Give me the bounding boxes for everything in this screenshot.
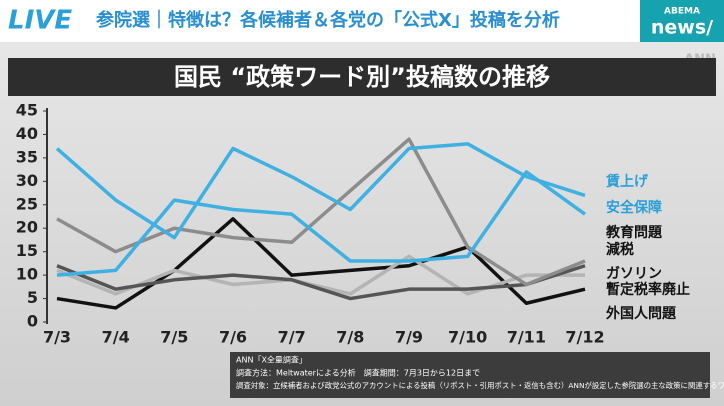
logo-bottom: news/	[651, 17, 713, 39]
logo-box	[640, 0, 724, 42]
y-tick-label: 20	[16, 218, 38, 237]
headline: 参院選｜特徴は？各候補者＆各党の「公式X」投稿を分析	[96, 9, 560, 31]
y-tick-label: 40	[16, 124, 38, 143]
x-tick-label: 7/5	[160, 328, 188, 347]
y-tick-label: 15	[16, 241, 38, 260]
x-tick-label: 7/7	[278, 328, 306, 347]
series-line	[55, 142, 586, 240]
series-label: 安全保障	[606, 200, 662, 216]
chart-title-bar	[8, 58, 716, 96]
series-label: 教育問題	[606, 225, 662, 241]
series-label: 賃上げ	[606, 174, 648, 190]
series-line	[56, 264, 586, 301]
x-tick-label: 7/9	[395, 328, 423, 347]
x-tick-label: 7/11	[507, 328, 546, 347]
y-tick-label: 25	[16, 194, 38, 213]
y-tick-label: 45	[16, 101, 38, 120]
y-tick-label: 0	[27, 312, 38, 331]
footnote: 調査対象：立候補者および政党公式のアカウントによる投稿（リポスト・引用ポスト・返…	[236, 381, 724, 390]
y-tick-label: 35	[16, 147, 38, 166]
footnote: 調査方法：Meltwaterによる分析 調査期間：7月3日から12日まで	[236, 368, 480, 378]
series-label: 減税	[606, 242, 634, 258]
y-tick-label: 5	[27, 288, 38, 307]
x-tick-label: 7/4	[102, 328, 130, 347]
series-line	[56, 137, 586, 287]
y-tick-label: 30	[16, 171, 38, 190]
x-tick-label: 7/10	[448, 328, 487, 347]
plot: 0 5 10 15 20 25 30 35 40 45 7/3 7/4 7/5 7/6 7/7 7/8 7/9 7…	[16, 101, 605, 347]
y-tick-label: 10	[16, 265, 38, 284]
series-line	[56, 254, 585, 296]
header-bar	[0, 0, 724, 42]
series-line	[56, 170, 587, 277]
footnote: ANN「X全量調査」	[236, 355, 307, 365]
live-label: LIVE	[8, 6, 72, 36]
series-label: ガソリン 暫定税率廃止	[606, 266, 690, 298]
footnote-box	[230, 352, 710, 398]
x-tick-label: 7/6	[219, 328, 247, 347]
logo-top: ABEMA	[664, 7, 700, 17]
x-tick-label: 7/3	[43, 328, 71, 347]
series-line	[56, 217, 586, 310]
x-tick-label: 7/12	[565, 328, 604, 347]
x-tick-label: 7/8	[336, 328, 364, 347]
series-label: 外国人問題	[606, 306, 676, 322]
chart-title: 国民 “政策ワード別”投稿数の推移	[174, 63, 550, 91]
